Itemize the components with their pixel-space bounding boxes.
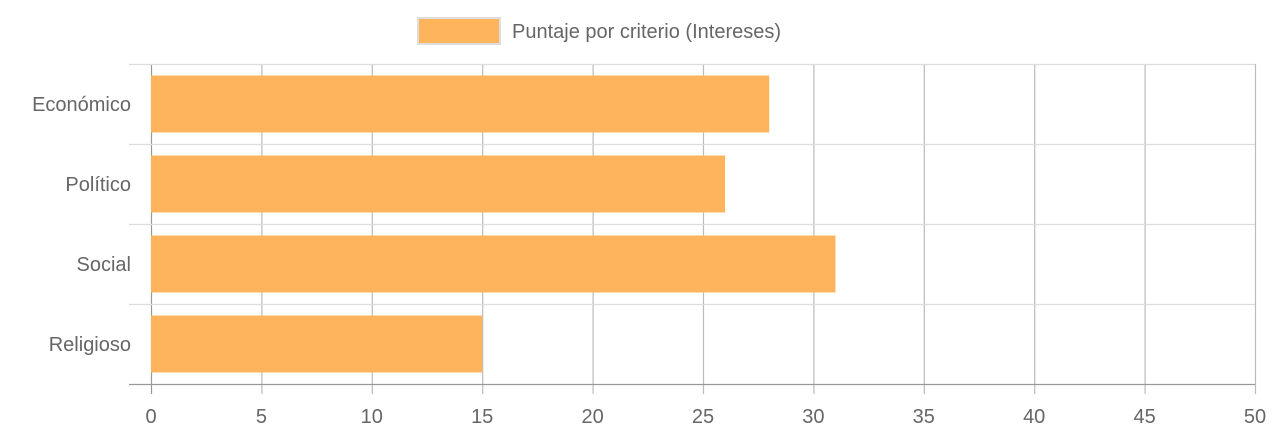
x-tick-label: 50 <box>1244 406 1266 428</box>
x-tick-label: 30 <box>802 406 824 428</box>
x-tick-label: 45 <box>1133 406 1155 428</box>
bar-religioso[interactable] <box>151 315 483 373</box>
category-label: Económico <box>32 94 131 116</box>
x-tick-label: 25 <box>692 406 714 428</box>
x-tick-label: 15 <box>471 406 493 428</box>
x-tick-label: 5 <box>256 406 267 428</box>
x-tick-label: 10 <box>361 406 383 428</box>
legend-label: Puntaje por criterio (Intereses) <box>512 21 781 43</box>
legend-swatch <box>417 17 501 45</box>
bar-social[interactable] <box>151 235 836 293</box>
chart-legend[interactable]: Puntaje por criterio (Intereses) <box>417 17 781 45</box>
x-tick-label: 35 <box>913 406 935 428</box>
category-labels: Económico Político Social Religioso <box>32 94 131 356</box>
x-tick-label: 0 <box>145 406 156 428</box>
x-tick-label: 20 <box>581 406 603 428</box>
bar-económico[interactable] <box>151 75 770 133</box>
bar-político[interactable] <box>151 155 726 213</box>
x-tick-label: 40 <box>1023 406 1045 428</box>
x-axis-ticks: 0 5 10 15 20 25 30 35 40 45 50 <box>145 406 1266 428</box>
category-label: Social <box>77 254 131 276</box>
category-label: Religioso <box>49 334 131 356</box>
category-label: Político <box>65 174 131 196</box>
chart-bars <box>151 75 836 373</box>
